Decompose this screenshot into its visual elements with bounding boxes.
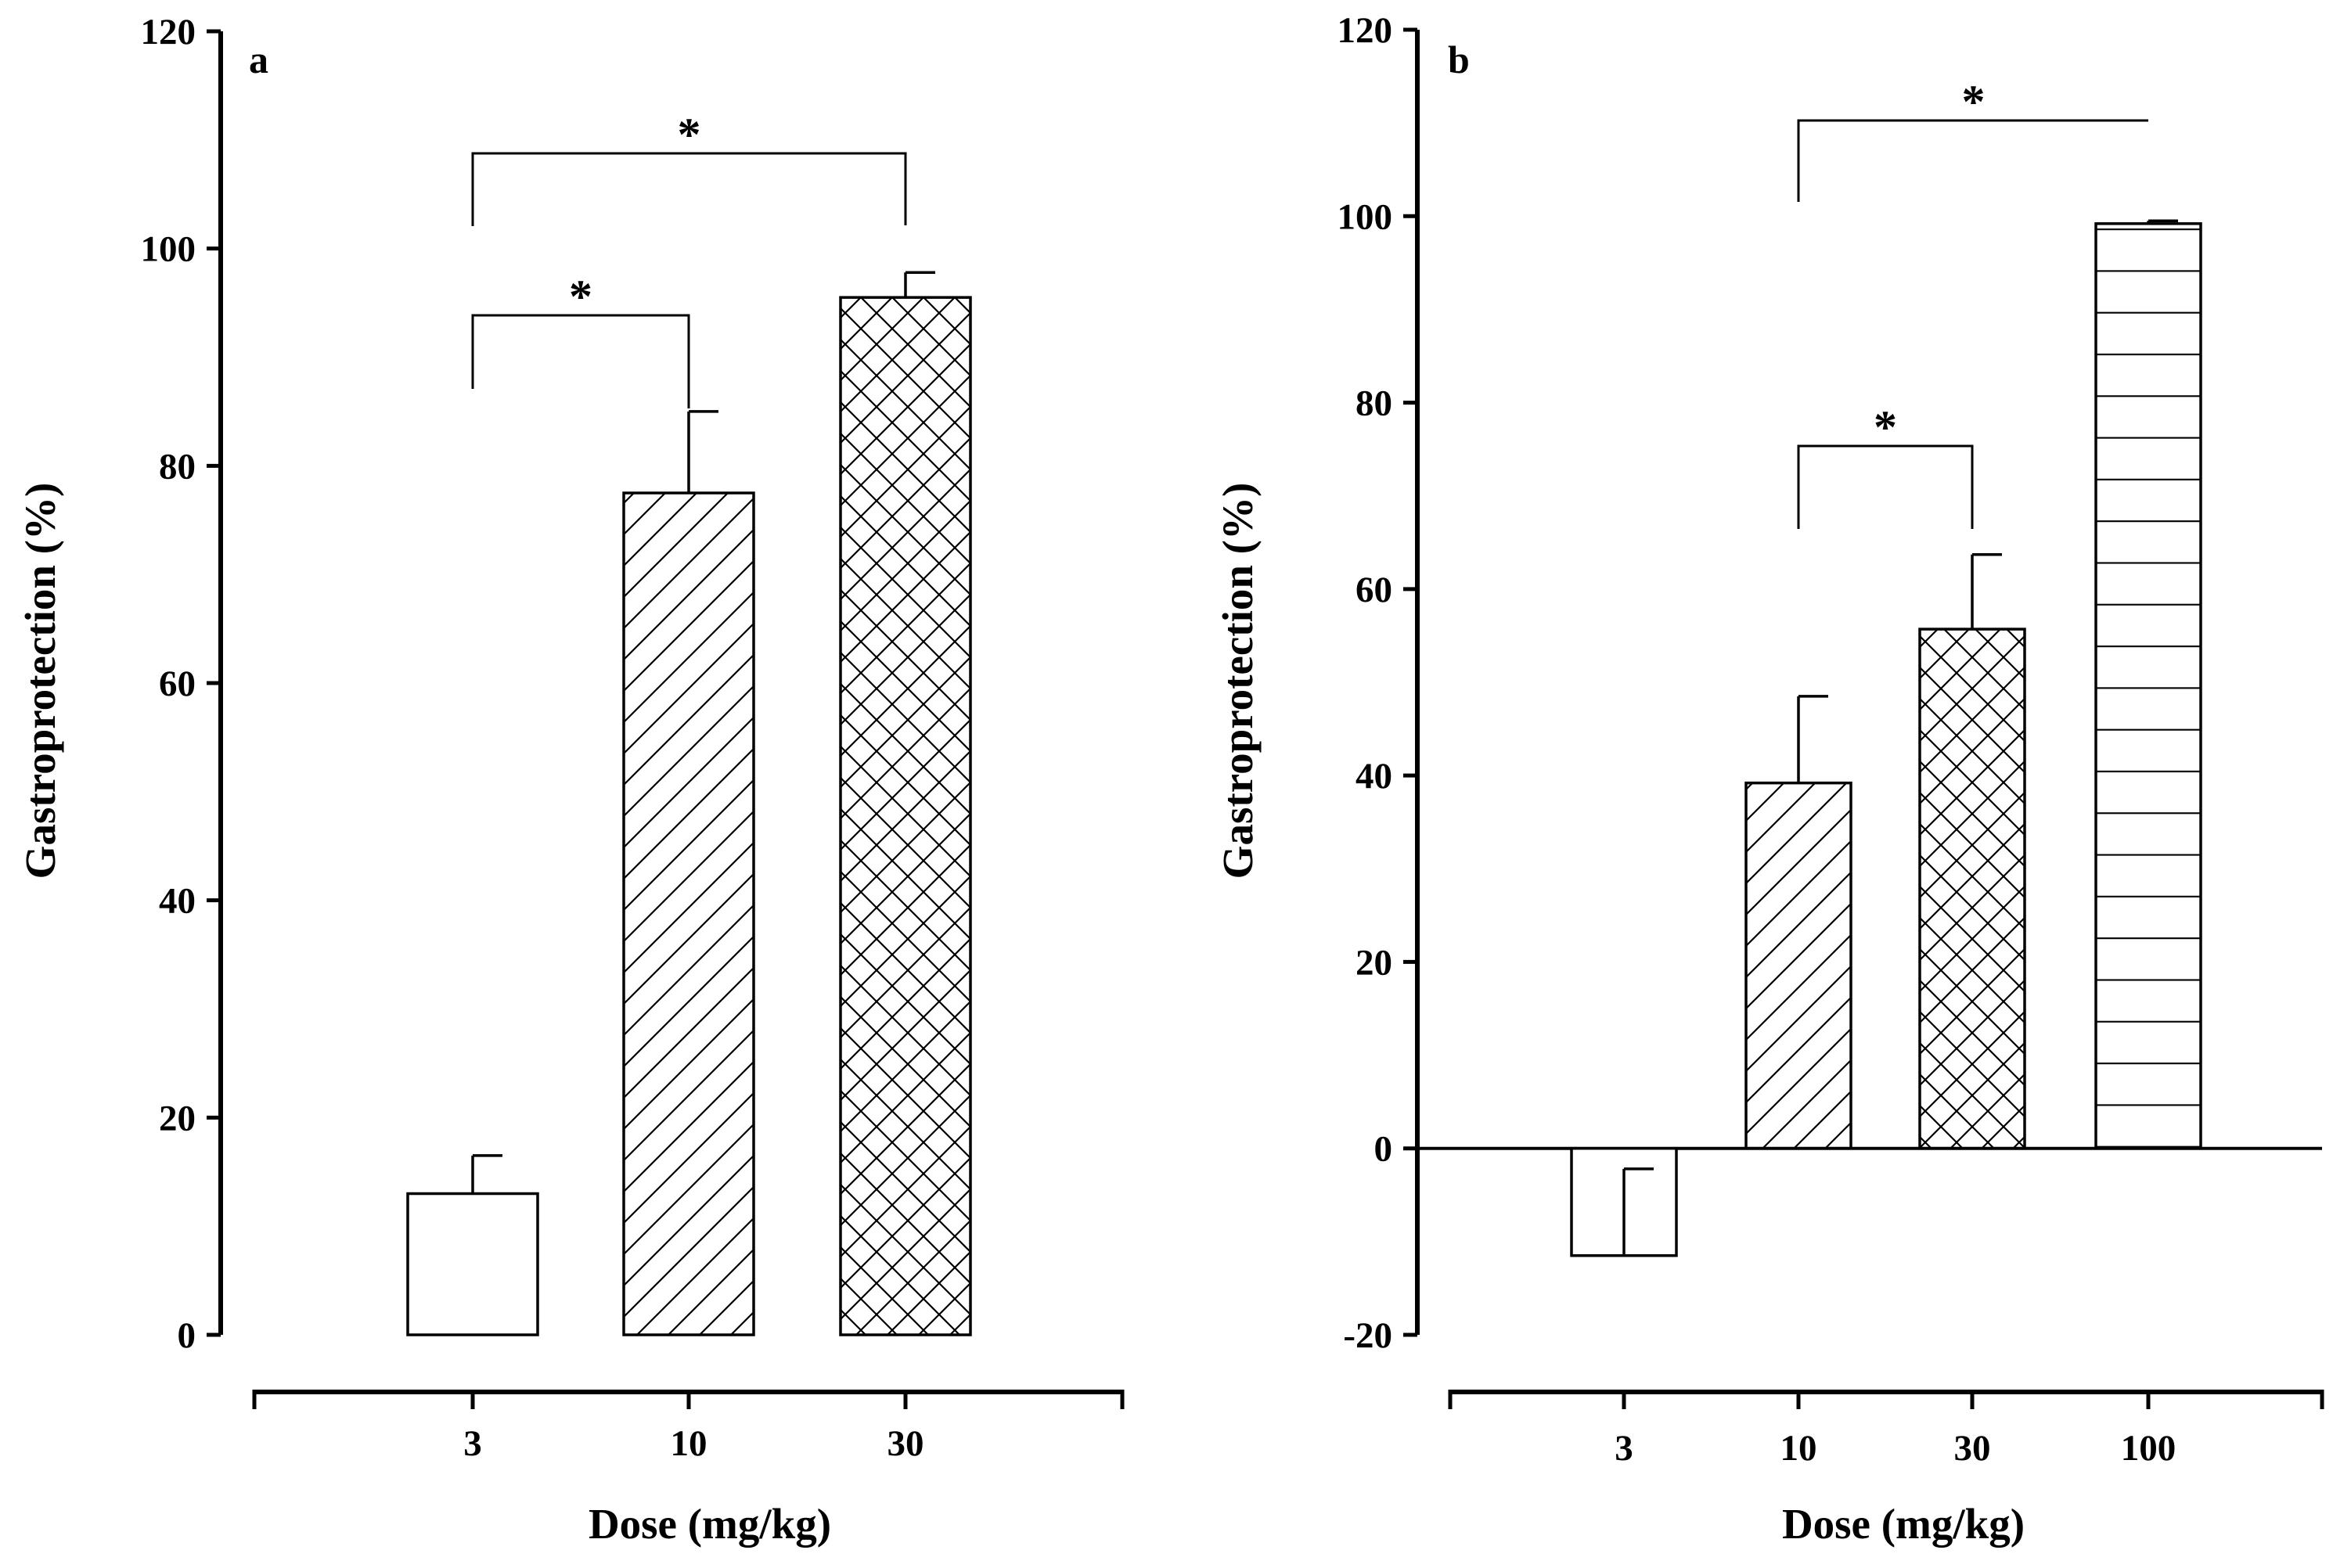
significance-bracket: [1797, 444, 1974, 529]
y-axis-label: Gastroprotection (%): [16, 483, 64, 879]
y-tick-label: 40: [1356, 756, 1392, 797]
y-tick-label: 60: [1356, 570, 1392, 610]
y-axis-label: Gastroprotection (%): [1214, 483, 1262, 879]
y-tick-label: 100: [1338, 196, 1393, 237]
y-tick-label: 120: [1338, 10, 1393, 51]
bar-30: [839, 296, 972, 1336]
bars: [406, 271, 972, 1336]
x-tick-label: 10: [671, 1423, 707, 1464]
significance-star: *: [1962, 76, 1986, 128]
y-tick-label: 60: [159, 664, 196, 704]
bar-10: [1744, 781, 1852, 1150]
x-tick-label: 30: [887, 1423, 924, 1464]
panel-label: a: [249, 38, 268, 81]
x-tick-label: 100: [2121, 1428, 2176, 1469]
significance-star: *: [678, 109, 701, 160]
x-axis-label: Dose (mg/kg): [589, 1500, 831, 1548]
y-axis: 0 20 40 60 80 100 120: [141, 12, 223, 1356]
y-tick-label: 80: [1356, 383, 1392, 424]
y-tick-label: 20: [159, 1098, 196, 1138]
bar-10: [622, 491, 755, 1336]
bars: [1570, 219, 2202, 1257]
x-tick-label: 3: [1615, 1428, 1633, 1469]
bar-3: [406, 1192, 539, 1336]
significance-star: *: [1874, 401, 1897, 453]
x-axis-label: Dose (mg/kg): [1782, 1500, 2025, 1548]
y-tick-label: 40: [159, 881, 196, 922]
significance-bracket: [471, 314, 690, 408]
x-axis: 3 10 30 100: [1448, 1390, 2324, 1469]
y-tick-label: 100: [141, 229, 196, 270]
y-tick-label: 0: [178, 1315, 196, 1356]
significance-bracket: [1797, 119, 2148, 202]
bar-30: [1918, 628, 2026, 1150]
y-tick-label: 20: [1356, 942, 1392, 983]
bar-100: [2094, 222, 2202, 1150]
significance-star: *: [569, 271, 592, 322]
x-tick-label: 3: [463, 1423, 482, 1464]
significance-brackets: **: [471, 109, 907, 408]
x-tick-label: 30: [1954, 1428, 1991, 1469]
x-axis: 3 10 30: [252, 1390, 1125, 1464]
panel-label: b: [1448, 38, 1470, 81]
y-tick-label: 80: [159, 446, 196, 487]
y-tick-label: -20: [1343, 1315, 1392, 1356]
x-tick-label: 10: [1780, 1428, 1817, 1469]
significance-bracket: [471, 152, 907, 226]
significance-brackets: **: [1797, 76, 2148, 529]
y-tick-label: 0: [1374, 1129, 1393, 1170]
y-tick-label: 120: [141, 12, 196, 52]
